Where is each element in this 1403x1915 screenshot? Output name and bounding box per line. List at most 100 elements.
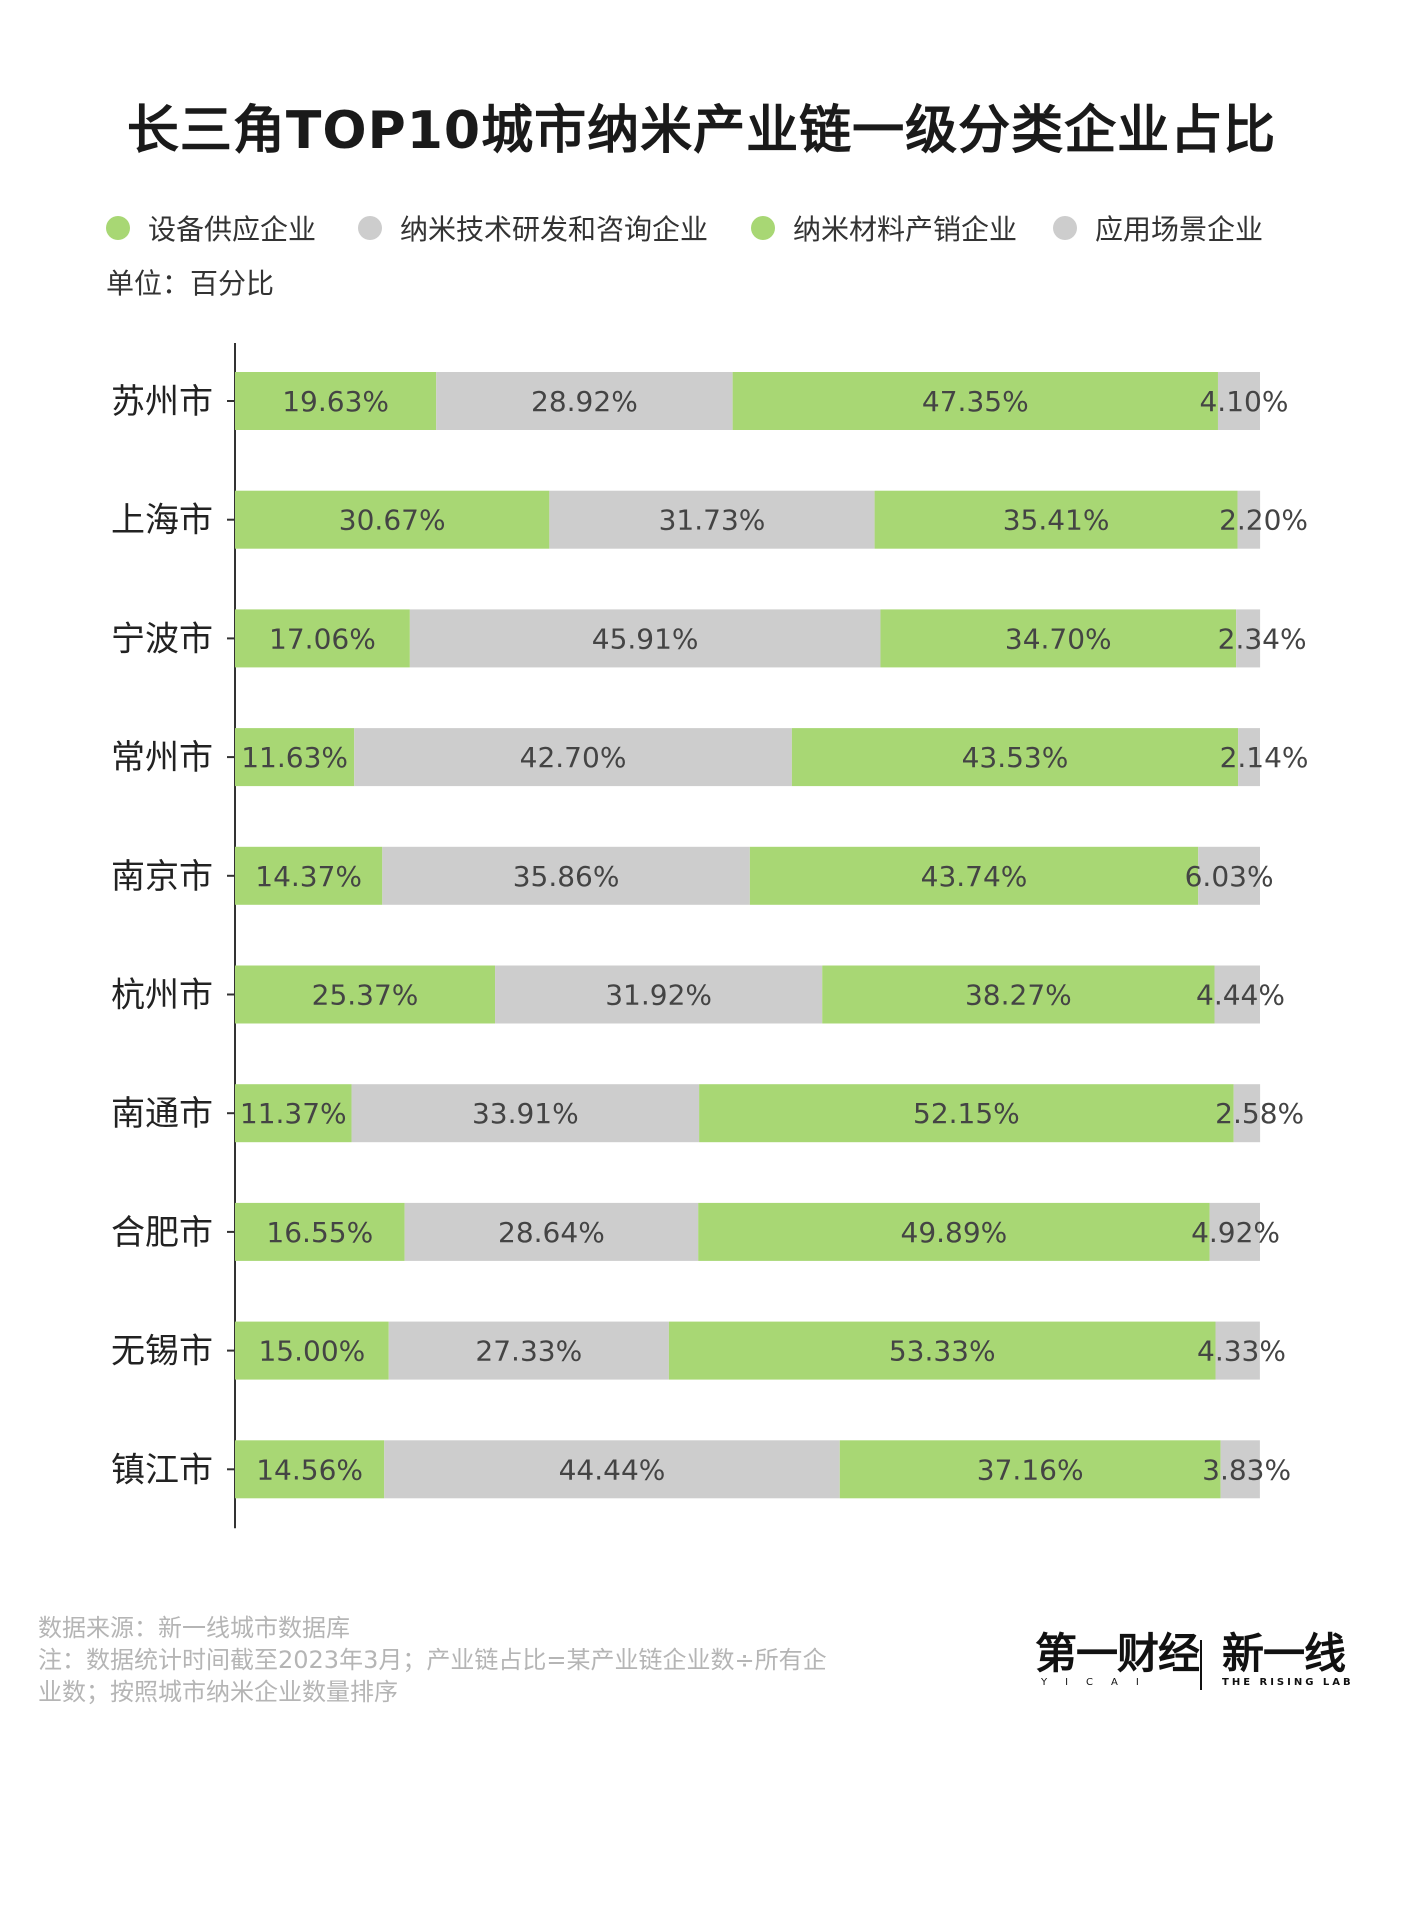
bar-segment xyxy=(235,372,437,430)
category-label: 南京市 xyxy=(111,857,213,897)
data-label: 19.63% xyxy=(282,385,389,418)
bar-segment xyxy=(354,728,792,787)
data-label: 33.91% xyxy=(472,1097,579,1130)
data-label: 35.41% xyxy=(1003,504,1110,537)
bar-segment xyxy=(351,1084,700,1143)
chart-legend: 设备供应企业 纳米技术研发和咨询企业 纳米材料产销企业 应用场景企业 xyxy=(106,208,1356,248)
data-label: 38.27% xyxy=(965,979,1072,1012)
bar-segment xyxy=(1215,1321,1260,1380)
bar-segment xyxy=(549,490,875,549)
data-label: 27.33% xyxy=(475,1335,582,1368)
bar-segment xyxy=(749,846,1199,905)
bar-segment xyxy=(698,1202,1210,1261)
data-label: 4.92% xyxy=(1191,1216,1280,1249)
bar-segment xyxy=(699,1084,1234,1143)
data-label: 42.70% xyxy=(520,741,627,774)
bar-segment xyxy=(235,846,383,905)
category-label: 苏州市 xyxy=(111,382,213,422)
legend-swatch-4 xyxy=(1053,216,1077,240)
data-label: 6.03% xyxy=(1185,860,1274,893)
bar-segment xyxy=(1236,609,1261,668)
legend-swatch-3 xyxy=(751,216,775,240)
data-label: 2.58% xyxy=(1215,1097,1304,1130)
bar-segment xyxy=(732,372,1218,430)
bar-segment xyxy=(235,1084,352,1143)
legend-item-3: 纳米材料产销企业 xyxy=(751,208,1017,248)
yicai-logo-sub: YICAI xyxy=(1041,1677,1157,1688)
data-label: 3.83% xyxy=(1202,1453,1291,1486)
bar-segment xyxy=(668,1321,1216,1380)
data-label: 16.55% xyxy=(266,1216,373,1249)
bar-segment xyxy=(382,846,750,905)
data-label: 31.92% xyxy=(605,979,712,1012)
bar-segment xyxy=(235,1321,389,1380)
bar-segment xyxy=(822,965,1215,1024)
data-label: 43.53% xyxy=(962,741,1069,774)
data-label: 37.16% xyxy=(977,1453,1084,1486)
data-label: 2.20% xyxy=(1219,504,1308,537)
yicai-logo: 第一财经 YICAI xyxy=(1035,1629,1200,1690)
data-label: 30.67% xyxy=(339,504,446,537)
bar-segment xyxy=(235,1202,405,1261)
data-label: 11.37% xyxy=(240,1097,347,1130)
bar-segment xyxy=(1214,965,1260,1024)
bar-segment xyxy=(880,609,1237,668)
category-label: 无锡市 xyxy=(111,1332,213,1372)
bar-segment xyxy=(235,490,550,549)
data-label: 52.15% xyxy=(913,1097,1020,1130)
data-label: 47.35% xyxy=(922,385,1029,418)
data-label: 53.33% xyxy=(889,1335,996,1368)
data-label: 14.37% xyxy=(255,860,362,893)
legend-label-3: 纳米材料产销企业 xyxy=(793,213,1018,246)
data-label: 45.91% xyxy=(592,622,699,655)
data-label: 28.92% xyxy=(531,385,638,418)
bar-segment xyxy=(1217,372,1260,430)
data-label: 15.00% xyxy=(258,1335,365,1368)
legend-label-1: 设备供应企业 xyxy=(148,213,317,246)
bar-segment xyxy=(1209,1202,1260,1261)
data-label: 49.89% xyxy=(901,1216,1008,1249)
bar-segment xyxy=(495,965,823,1024)
data-label: 14.56% xyxy=(256,1453,363,1486)
category-label: 上海市 xyxy=(111,501,213,541)
bar-segment xyxy=(874,490,1238,549)
bar-segment xyxy=(235,1440,385,1499)
bar-segment xyxy=(384,1440,840,1499)
data-label: 35.86% xyxy=(513,860,620,893)
data-label: 25.37% xyxy=(312,979,419,1012)
legend-label-2: 纳米技术研发和咨询企业 xyxy=(400,213,709,246)
bar-segment xyxy=(235,728,355,787)
legend-item-2: 纳米技术研发和咨询企业 xyxy=(358,208,708,248)
footer-notes: 数据来源：新一线城市数据库 注：数据统计时间截至2023年3月；产业链占比=某产… xyxy=(38,1612,958,1708)
rising-logo-sub: THE RISING LAB xyxy=(1222,1677,1354,1688)
bar-segment xyxy=(839,1440,1221,1499)
unit-label: 单位：百分比 xyxy=(106,267,275,300)
data-label: 2.34% xyxy=(1218,622,1307,655)
logo-divider xyxy=(1200,1640,1202,1690)
category-label: 镇江市 xyxy=(111,1450,213,1490)
bar-segment xyxy=(409,609,881,668)
bar-segment xyxy=(388,1321,669,1380)
data-label: 17.06% xyxy=(269,622,376,655)
bar-segment xyxy=(791,728,1239,787)
rising-lab-logo: 新一线 THE RISING LAB xyxy=(1222,1632,1354,1690)
yicai-logo-main: 第一财经 xyxy=(1035,1629,1200,1678)
bar-segment xyxy=(1238,728,1260,787)
bar-segment xyxy=(235,965,496,1024)
data-label: 43.74% xyxy=(921,860,1028,893)
category-label: 合肥市 xyxy=(111,1213,213,1253)
data-label: 31.73% xyxy=(659,504,766,537)
data-label: 11.63% xyxy=(241,741,348,774)
bar-segment xyxy=(1198,846,1260,905)
bar-segment xyxy=(1233,1084,1261,1143)
category-label: 宁波市 xyxy=(111,619,213,659)
data-label: 44.44% xyxy=(559,1453,666,1486)
data-label: 28.64% xyxy=(498,1216,605,1249)
legend-item-4: 应用场景企业 xyxy=(1053,208,1263,248)
category-label: 常州市 xyxy=(111,738,213,778)
category-label: 南通市 xyxy=(111,1094,213,1134)
data-label: 4.44% xyxy=(1196,979,1285,1012)
category-label: 杭州市 xyxy=(111,976,213,1016)
bar-segment xyxy=(436,372,733,430)
note-text-line-2: 业数；按照城市纳米企业数量排序 xyxy=(38,1678,398,1706)
